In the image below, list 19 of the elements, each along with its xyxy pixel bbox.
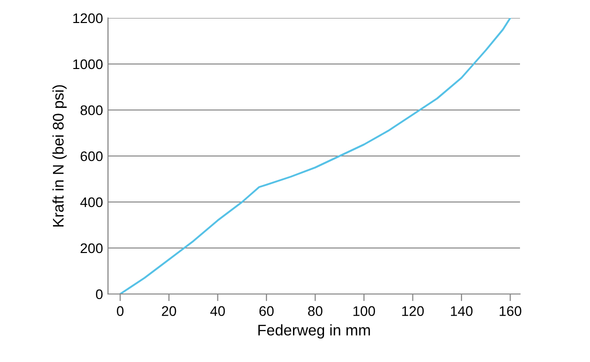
y-tick-label: 200: [80, 243, 103, 254]
x-tick-label: 60: [259, 306, 274, 316]
x-tick-label: 140: [450, 306, 473, 316]
x-tick-label: 0: [116, 306, 124, 316]
x-tick-label: 160: [500, 306, 522, 316]
x-tick-label: 100: [353, 306, 376, 316]
y-tick-label: 1000: [73, 59, 103, 70]
y-tick-label: 800: [80, 105, 103, 116]
y-tick-label: 0: [96, 289, 103, 300]
y-tick-label: 1200: [73, 13, 103, 24]
line-series: [119, 18, 512, 294]
x-tick-label: 120: [402, 306, 424, 316]
y-tick-label: 600: [80, 151, 103, 162]
x-tick-label: 80: [308, 306, 322, 316]
x-axis-title: Federweg in mm: [258, 324, 370, 339]
y-tick-label: 400: [80, 197, 103, 208]
x-tick-label: 40: [210, 306, 225, 316]
y-axis-title: Kraft in N (bei 80 psi): [52, 85, 67, 226]
x-tick-label: 20: [162, 306, 176, 316]
